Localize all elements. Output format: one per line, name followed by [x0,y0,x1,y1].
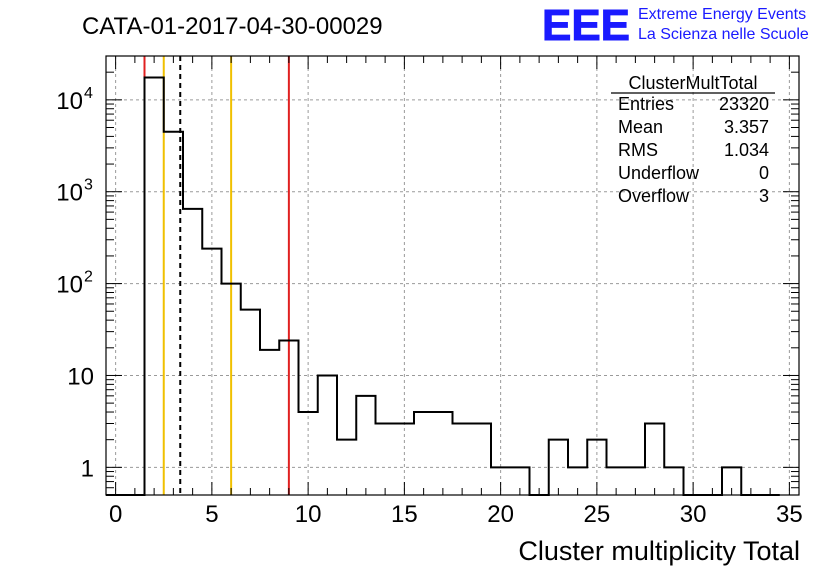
x-tick-label: 10 [295,501,322,528]
stats-label: Overflow [618,186,690,206]
y-tick-label: 10 [56,88,83,115]
x-tick-labels: 0 5 10 15 20 25 30 35 [109,501,803,528]
eee-logo-line1: Extreme Energy Events [638,6,806,23]
stats-value: 3 [759,186,769,206]
stats-value: 0 [759,163,769,183]
eee-logo-mark: EEE [542,1,630,50]
stats-box: ClusterMultTotal Entries 23320 Mean 3.357 RM… [611,73,775,206]
x-tick-label: 20 [487,501,514,528]
plot-frame [105,55,800,496]
grid-lines [106,56,799,495]
axis-ticks [106,55,799,496]
stats-value: 3.357 [724,117,769,137]
stats-value: 23320 [719,94,769,114]
stats-label: Mean [618,117,663,137]
x-tick-label: 25 [584,501,611,528]
stats-label: Underflow [618,163,700,183]
x-tick-label: 30 [680,501,707,528]
x-axis-label: Cluster multiplicity Total [518,536,800,566]
histogram-step-line [106,76,780,496]
y-tick-label: 10 [67,363,94,390]
x-tick-label: 15 [391,501,418,528]
x-tick-label: 5 [205,501,218,528]
y-tick-label-exponent: 3 [84,177,93,194]
run-title: CATA-01-2017-04-30-00029 [82,13,383,40]
stats-label: Entries [618,94,674,114]
y-tick-label: 1 [81,455,94,482]
y-tick-label: 10 [56,180,83,207]
eee-logo: EEE Extreme Energy Events La Scienza nel… [542,1,809,51]
y-tick-label: 10 [56,272,83,299]
reference-lines [143,56,290,495]
stats-box-title: ClusterMultTotal [628,73,757,93]
y-tick-label-exponent: 2 [84,269,93,286]
eee-logo-line2: La Scienza nelle Scuole [638,26,809,43]
stats-label: RMS [618,140,658,160]
stats-value: 1.034 [724,140,769,160]
x-tick-label: 35 [776,501,803,528]
y-tick-label-exponent: 4 [84,85,93,102]
x-tick-label: 0 [109,501,122,528]
